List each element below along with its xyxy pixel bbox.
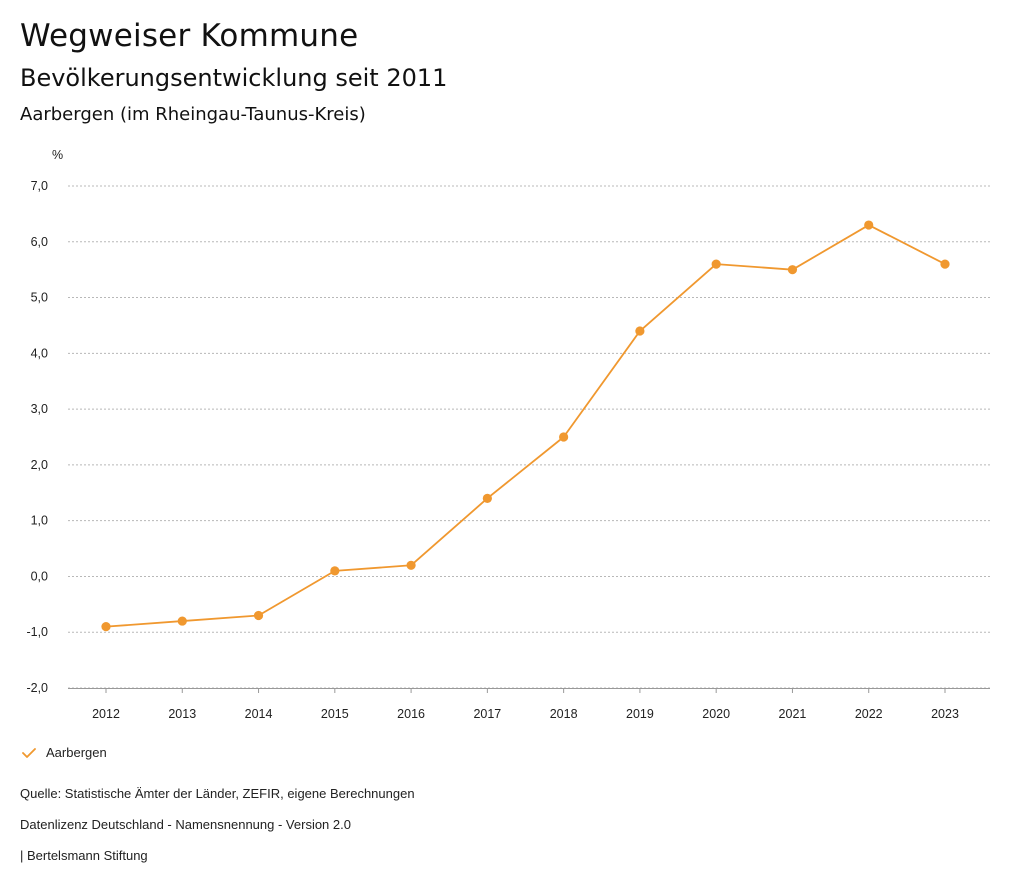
x-tick-label: 2020 xyxy=(702,707,730,721)
region-label: Aarbergen (im Rheingau-Taunus-Kreis) xyxy=(20,104,366,125)
grid-lines xyxy=(68,185,990,689)
x-axis-ticks: 2012 2013 2014 2015 2016 2017 2018 2019 2020 2021… xyxy=(68,688,990,721)
x-tick-label: 2014 xyxy=(245,707,273,721)
y-tick-label: 5,0 xyxy=(31,291,48,305)
line-chart: % 7,06,05,04,03,02,01,00,0-1,0-2,0 2012 2… xyxy=(26,148,990,721)
y-axis-ticks: 7,0 6,0 5,0 4,0 3,0 2,0 1,0 0,0 -1,0 -2,0 xyxy=(26,179,48,695)
check-icon xyxy=(22,747,36,758)
data-point[interactable] xyxy=(787,265,798,275)
data-point[interactable] xyxy=(406,560,416,570)
series-line xyxy=(105,224,946,628)
data-point[interactable] xyxy=(635,326,645,336)
data-point[interactable] xyxy=(711,259,721,269)
data-point[interactable] xyxy=(253,610,264,621)
y-tick-label: 0,0 xyxy=(31,569,48,583)
x-tick-label: 2021 xyxy=(779,707,807,721)
y-tick-label: 6,0 xyxy=(31,235,48,249)
x-tick-label: 2015 xyxy=(321,707,349,721)
series-aarbergen xyxy=(101,220,950,632)
source-note: Quelle: Statistische Ämter der Länder, Z… xyxy=(20,786,415,801)
x-tick-label: 2017 xyxy=(473,707,501,721)
x-tick-label: 2012 xyxy=(92,707,120,721)
data-point[interactable] xyxy=(940,259,950,269)
y-axis-unit: % xyxy=(52,148,63,162)
x-tick-label: 2023 xyxy=(931,707,959,721)
page-title: Wegweiser Kommune xyxy=(20,18,359,54)
data-point[interactable] xyxy=(177,616,187,626)
x-tick-label: 2018 xyxy=(550,707,578,721)
y-tick-label: 3,0 xyxy=(31,402,48,416)
y-tick-label: 4,0 xyxy=(31,346,48,360)
x-tick-label: 2013 xyxy=(168,707,196,721)
credit-note: | Bertelsmann Stiftung xyxy=(20,848,148,863)
y-tick-label: 7,0 xyxy=(31,179,48,193)
data-point[interactable] xyxy=(559,432,569,442)
x-tick-label: 2022 xyxy=(855,707,883,721)
chart-subtitle: Bevölkerungsentwicklung seit 2011 xyxy=(20,64,448,92)
data-point[interactable] xyxy=(482,493,492,503)
y-tick-label: 2,0 xyxy=(31,458,48,472)
x-tick-label: 2016 xyxy=(397,707,425,721)
y-tick-label: 1,0 xyxy=(31,514,48,528)
y-tick-label: -1,0 xyxy=(26,625,48,639)
y-tick-label: -2,0 xyxy=(26,681,48,695)
license-note: Datenlizenz Deutschland - Namensnennung … xyxy=(20,817,351,832)
data-point[interactable] xyxy=(864,220,874,230)
data-point[interactable] xyxy=(101,622,111,632)
x-tick-label: 2019 xyxy=(626,707,654,721)
legend-label: Aarbergen xyxy=(46,745,107,760)
data-point[interactable] xyxy=(330,566,340,576)
legend-item-aarbergen[interactable]: Aarbergen xyxy=(22,745,107,760)
